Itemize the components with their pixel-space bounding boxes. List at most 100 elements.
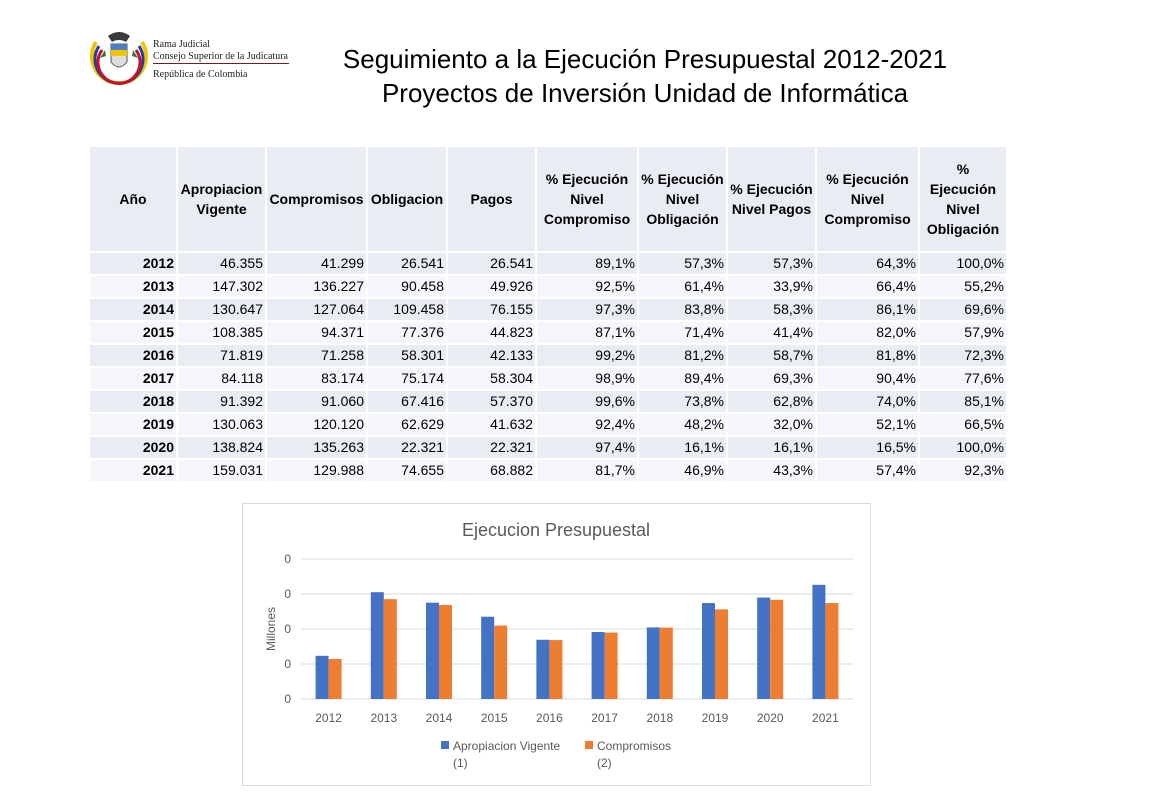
table-cell: 61,4% bbox=[639, 276, 726, 299]
legend-note: (1) bbox=[453, 756, 468, 770]
legend-label: Apropiacion Vigente bbox=[453, 739, 561, 753]
table-cell: 77,6% bbox=[920, 368, 1006, 391]
bar-apropiacion bbox=[426, 602, 439, 699]
legend-swatch bbox=[585, 741, 593, 749]
table-cell: 67.416 bbox=[368, 391, 446, 414]
table-cell: 92,4% bbox=[537, 414, 637, 437]
table-row: 2016 71.819 71.258 58.301 42.133 99,2% 81,2% 58… bbox=[90, 345, 1006, 368]
table-cell: 127.064 bbox=[267, 299, 366, 322]
legend-note: (2) bbox=[597, 756, 612, 770]
x-tick-label: 2015 bbox=[481, 711, 508, 725]
logo-line-1: Rama Judicial bbox=[153, 39, 210, 50]
table-cell: 77.376 bbox=[368, 322, 446, 345]
table-row: 2013 147.302 136.227 90.458 49.926 92,5% 61,4%… bbox=[90, 276, 1006, 299]
table-cell: 69,3% bbox=[728, 368, 815, 391]
table-cell: 58.304 bbox=[448, 368, 535, 391]
table-cell: 57.370 bbox=[448, 391, 535, 414]
table-cell: 44.823 bbox=[448, 322, 535, 345]
table-cell: 72,3% bbox=[920, 345, 1006, 368]
coat-of-arms-icon bbox=[90, 32, 148, 86]
x-tick-label: 2020 bbox=[757, 711, 784, 725]
table-cell: 159.031 bbox=[178, 460, 265, 483]
table-cell: 73,8% bbox=[639, 391, 726, 414]
column-header: Apropiacion Vigente bbox=[178, 147, 265, 253]
year-cell: 2014 bbox=[90, 299, 176, 322]
table-cell: 97,3% bbox=[537, 299, 637, 322]
table-cell: 71.258 bbox=[267, 345, 366, 368]
column-header: % Ejecución Nivel Pagos bbox=[728, 147, 815, 253]
table-cell: 41.632 bbox=[448, 414, 535, 437]
y-tick-label: 0 bbox=[284, 552, 291, 566]
table-cell: 85,1% bbox=[920, 391, 1006, 414]
table-cell: 26.541 bbox=[448, 253, 535, 276]
table-cell: 81,7% bbox=[537, 460, 637, 483]
table-cell: 94.371 bbox=[267, 322, 366, 345]
year-cell: 2012 bbox=[90, 253, 176, 276]
bar-apropiacion bbox=[536, 639, 550, 699]
table-cell: 57,9% bbox=[920, 322, 1006, 345]
table-cell: 92,3% bbox=[920, 460, 1006, 483]
table-cell: 62,8% bbox=[728, 391, 815, 414]
table-cell: 43,3% bbox=[728, 460, 815, 483]
table-cell: 129.988 bbox=[267, 460, 366, 483]
table-cell: 71.819 bbox=[178, 345, 265, 368]
bar-compromisos bbox=[439, 604, 452, 699]
table-cell: 68.882 bbox=[448, 460, 535, 483]
table-cell: 16,5% bbox=[817, 437, 918, 460]
bar-compromisos bbox=[549, 640, 563, 699]
table-cell: 26.541 bbox=[368, 253, 446, 276]
table-cell: 82,0% bbox=[817, 322, 918, 345]
x-tick-label: 2016 bbox=[536, 711, 563, 725]
column-header: Pagos bbox=[448, 147, 535, 253]
bar-compromisos bbox=[770, 599, 784, 699]
bar-apropiacion bbox=[702, 603, 715, 699]
bar-compromisos bbox=[715, 609, 728, 699]
y-tick-label: 0 bbox=[284, 657, 291, 671]
chart: Ejecucion Presupuestal 0 0 0 0 0 Millones 2012 2… bbox=[242, 503, 871, 786]
y-tick-label: 0 bbox=[284, 692, 291, 706]
table-cell: 49.926 bbox=[448, 276, 535, 299]
table-row: 2021 159.031 129.988 74.655 68.882 81,7% 46,9%… bbox=[90, 460, 1006, 483]
table-cell: 66,4% bbox=[817, 276, 918, 299]
column-header: Año bbox=[90, 147, 176, 253]
column-header: Compromisos bbox=[267, 147, 366, 253]
table-row: 2020 138.824 135.263 22.321 22.321 97,4% 16,1%… bbox=[90, 437, 1006, 460]
table-row: 2017 84.118 83.174 75.174 58.304 98,9% 89,4% 69… bbox=[90, 368, 1006, 391]
logo-line-3: República de Colombia bbox=[153, 69, 248, 80]
table-cell: 75.174 bbox=[368, 368, 446, 391]
year-cell: 2013 bbox=[90, 276, 176, 299]
x-tick-label: 2021 bbox=[812, 711, 839, 725]
table-cell: 90,4% bbox=[817, 368, 918, 391]
table-cell: 46,9% bbox=[639, 460, 726, 483]
table-cell: 16,1% bbox=[728, 437, 815, 460]
table-cell: 52,1% bbox=[817, 414, 918, 437]
table-body: 2012 46.355 41.299 26.541 26.541 89,1% 57,3% 57… bbox=[90, 253, 1006, 483]
table-row: 2018 91.392 91.060 67.416 57.370 99,6% 73,8% 62… bbox=[90, 391, 1006, 414]
bar-apropiacion bbox=[812, 584, 826, 699]
bar-apropiacion bbox=[646, 627, 660, 699]
column-header: % Ejecución Nivel Compromiso bbox=[537, 147, 637, 253]
legend-swatch bbox=[441, 741, 449, 749]
column-header: % Ejecución Nivel Compromiso bbox=[817, 147, 918, 253]
table-cell: 135.263 bbox=[267, 437, 366, 460]
column-header: Obligacion bbox=[368, 147, 446, 253]
y-tick-label: 0 bbox=[284, 622, 291, 636]
table-header-row: Año Apropiacion Vigente Compromisos Obligac… bbox=[90, 147, 1006, 253]
bar-compromisos bbox=[494, 625, 508, 699]
column-header: % Ejecución Nivel Obligación bbox=[639, 147, 726, 253]
year-cell: 2018 bbox=[90, 391, 176, 414]
table-cell: 55,2% bbox=[920, 276, 1006, 299]
table-cell: 100,0% bbox=[920, 437, 1006, 460]
column-header: % Ejecución Nivel Obligación bbox=[920, 147, 1006, 253]
page-subtitle: Proyectos de Inversión Unidad de Informá… bbox=[381, 78, 909, 108]
table-cell: 89,4% bbox=[639, 368, 726, 391]
table-cell: 83.174 bbox=[267, 368, 366, 391]
bar-apropiacion bbox=[757, 597, 771, 699]
x-tick-label: 2014 bbox=[426, 711, 453, 725]
table-cell: 46.355 bbox=[178, 253, 265, 276]
table-cell: 91.392 bbox=[178, 391, 265, 414]
table-cell: 97,4% bbox=[537, 437, 637, 460]
table-cell: 86,1% bbox=[817, 299, 918, 322]
table-cell: 130.063 bbox=[178, 414, 265, 437]
y-tick-label: 0 bbox=[284, 587, 291, 601]
